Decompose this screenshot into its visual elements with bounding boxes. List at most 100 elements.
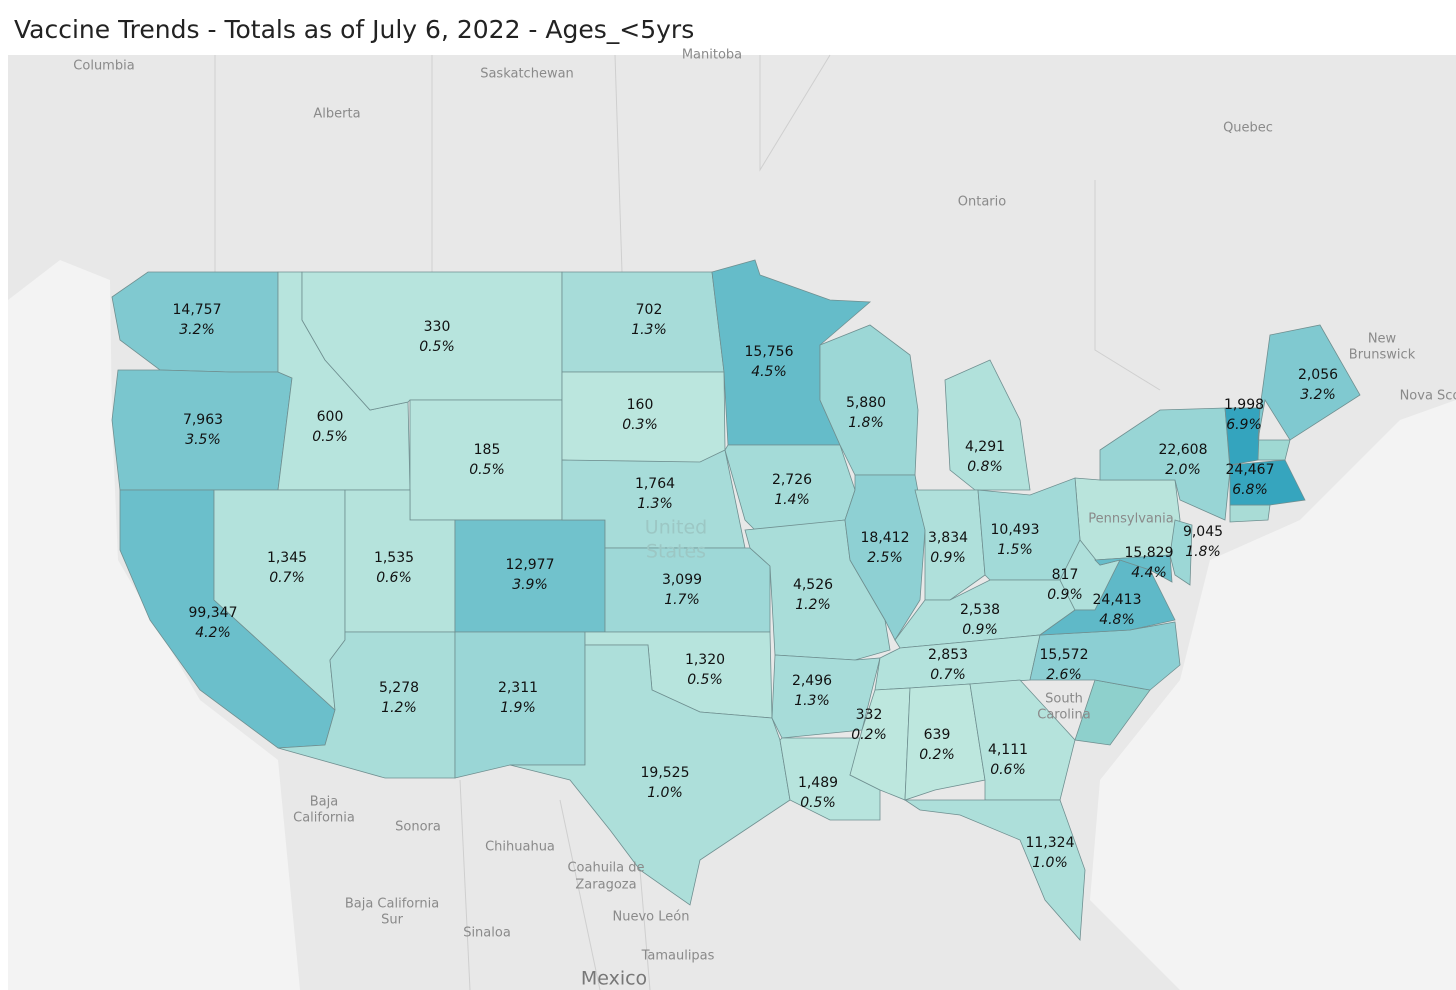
basemap-label: South bbox=[1045, 692, 1083, 707]
count-label: 99,347 bbox=[189, 605, 238, 621]
state-shape bbox=[1257, 439, 1291, 461]
count-label: 15,829 bbox=[1125, 545, 1174, 561]
count-label: 12,977 bbox=[506, 557, 555, 573]
percent-label: 1.0% bbox=[1032, 855, 1068, 871]
count-label: 185 bbox=[474, 442, 501, 458]
basemap-label: United bbox=[645, 517, 707, 539]
percent-label: 0.5% bbox=[419, 339, 455, 355]
count-label: 11,324 bbox=[1026, 835, 1075, 851]
percent-label: 0.5% bbox=[469, 462, 505, 478]
percent-label: 3.2% bbox=[179, 322, 215, 338]
basemap-label: Baja California bbox=[345, 897, 439, 912]
count-label: 2,538 bbox=[960, 602, 1000, 618]
percent-label: 6.9% bbox=[1226, 417, 1262, 433]
basemap-label: Alberta bbox=[313, 107, 360, 122]
count-label: 2,056 bbox=[1298, 367, 1338, 383]
basemap-label: Sinaloa bbox=[463, 926, 511, 941]
percent-label: 0.9% bbox=[930, 550, 966, 566]
border bbox=[614, 54, 623, 273]
percent-label: 2.6% bbox=[1046, 667, 1082, 683]
percent-label: 1.7% bbox=[664, 592, 700, 608]
count-label: 1,764 bbox=[635, 476, 675, 492]
percent-label: 3.2% bbox=[1300, 387, 1336, 403]
border bbox=[459, 779, 651, 990]
state-shape bbox=[409, 399, 563, 521]
state-shape bbox=[1169, 519, 1193, 586]
percent-label: 1.8% bbox=[1185, 544, 1221, 560]
percent-label: 0.7% bbox=[269, 570, 305, 586]
border bbox=[759, 54, 831, 172]
percent-label: 0.6% bbox=[376, 570, 412, 586]
basemap-label: Tamaulipas bbox=[641, 949, 715, 964]
count-label: 2,726 bbox=[772, 472, 812, 488]
count-label: 1,345 bbox=[267, 550, 307, 566]
state-shape bbox=[454, 519, 606, 633]
count-label: 7,963 bbox=[183, 412, 223, 428]
count-label: 24,413 bbox=[1093, 592, 1142, 608]
percent-label: 0.9% bbox=[962, 622, 998, 638]
percent-label: 0.5% bbox=[687, 672, 723, 688]
state-shape bbox=[1257, 324, 1361, 441]
percent-label: 4.4% bbox=[1131, 565, 1167, 581]
regions bbox=[111, 259, 1361, 941]
percent-label: 4.8% bbox=[1099, 612, 1135, 628]
basemap-label: States bbox=[646, 541, 706, 563]
state-shape bbox=[1229, 459, 1306, 506]
count-label: 22,608 bbox=[1159, 442, 1208, 458]
count-label: 600 bbox=[317, 409, 344, 425]
percent-label: 0.3% bbox=[622, 417, 658, 433]
title: Vaccine Trends - Totals as of July 6, 20… bbox=[14, 15, 694, 44]
basemap-label: Zaragoza bbox=[575, 878, 636, 893]
count-label: 702 bbox=[636, 302, 663, 318]
count-label: 1,535 bbox=[374, 550, 414, 566]
percent-label: 4.2% bbox=[195, 625, 231, 641]
basemap-label: Brunswick bbox=[1349, 348, 1416, 363]
state-shape bbox=[604, 547, 771, 633]
percent-label: 2.0% bbox=[1165, 462, 1201, 478]
basemap-label: Nova Sco bbox=[1400, 389, 1456, 404]
province-borders bbox=[214, 54, 1161, 990]
count-label: 1,489 bbox=[798, 775, 838, 791]
count-label: 15,572 bbox=[1040, 647, 1089, 663]
border bbox=[1094, 180, 1161, 391]
basemap-label: Carolina bbox=[1037, 708, 1091, 723]
basemap-label: Mexico bbox=[581, 968, 647, 990]
percent-label: 0.9% bbox=[1047, 587, 1083, 603]
percent-label: 1.3% bbox=[637, 496, 673, 512]
count-label: 3,099 bbox=[662, 572, 702, 588]
percent-label: 3.9% bbox=[512, 577, 548, 593]
count-label: 4,526 bbox=[793, 577, 833, 593]
count-label: 332 bbox=[856, 707, 883, 723]
percent-label: 3.5% bbox=[185, 432, 221, 448]
percent-label: 1.0% bbox=[647, 785, 683, 801]
basemap-label: California bbox=[293, 811, 355, 826]
basemap-label: Saskatchewan bbox=[480, 67, 574, 82]
basemap-label: New bbox=[1368, 332, 1397, 347]
state-shape bbox=[1224, 407, 1261, 466]
state-shape bbox=[509, 644, 791, 906]
state-shape bbox=[903, 799, 1086, 941]
count-label: 10,493 bbox=[991, 522, 1040, 538]
count-label: 1,998 bbox=[1224, 397, 1264, 413]
percent-label: 0.8% bbox=[967, 459, 1003, 475]
region-labels: 14,757 3.2% 7,963 3.5% 99,347 4.2% 600 0.5% 1,34… bbox=[173, 302, 1339, 871]
percent-label: 1.3% bbox=[631, 322, 667, 338]
percent-label: 0.5% bbox=[800, 795, 836, 811]
basemap-label: Pennsylvania bbox=[1088, 512, 1173, 527]
percent-label: 1.5% bbox=[997, 542, 1033, 558]
basemap-label: Nuevo León bbox=[613, 910, 690, 925]
count-label: 639 bbox=[924, 727, 951, 743]
ocean bbox=[1090, 400, 1456, 990]
state-shape bbox=[944, 359, 1031, 491]
count-label: 330 bbox=[424, 319, 451, 335]
basemap-label: Chihuahua bbox=[485, 840, 555, 855]
percent-label: 0.7% bbox=[930, 667, 966, 683]
count-label: 18,412 bbox=[861, 530, 910, 546]
basemap-label: Sur bbox=[381, 913, 403, 928]
basemap-label: Coahuila de bbox=[567, 861, 644, 876]
count-label: 2,496 bbox=[792, 673, 832, 689]
state-shape bbox=[904, 683, 986, 801]
count-label: 4,291 bbox=[965, 439, 1005, 455]
